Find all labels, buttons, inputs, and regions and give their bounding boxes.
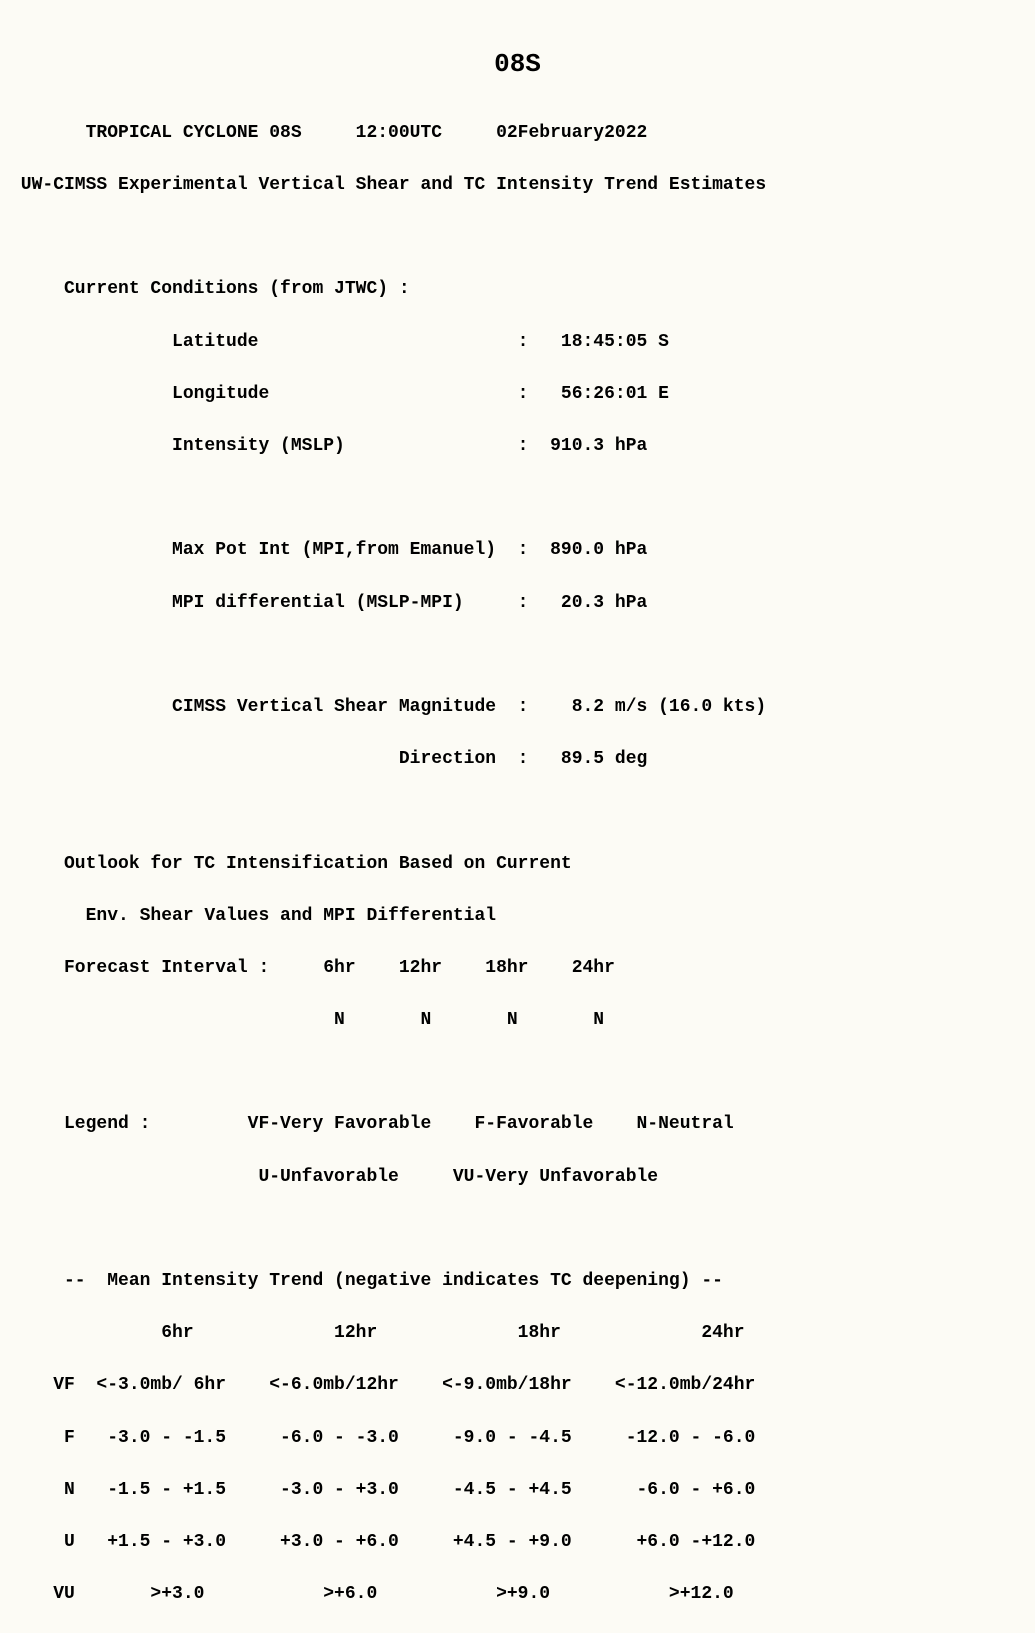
forecast-interval-values: N N N N [10, 1007, 1025, 1033]
current-heading: Current Conditions (from JTWC) : [10, 276, 1025, 302]
header-line: TROPICAL CYCLONE 08S 12:00UTC 02February… [10, 120, 1025, 146]
blank-line [10, 485, 1025, 511]
current-longitude: Longitude : 56:26:01 E [10, 381, 1025, 407]
legend-line1: Legend : VF-Very Favorable F-Favorable N… [10, 1111, 1025, 1137]
current-mpi-diff: MPI differential (MSLP-MPI) : 20.3 hPa [10, 590, 1025, 616]
blank-line [10, 1059, 1025, 1085]
outlook-line1: Outlook for TC Intensification Based on … [10, 851, 1025, 877]
current-shear-magnitude: CIMSS Vertical Shear Magnitude : 8.2 m/s… [10, 694, 1025, 720]
current-shear-direction: Direction : 89.5 deg [10, 746, 1025, 772]
trend-heading: -- Mean Intensity Trend (negative indica… [10, 1268, 1025, 1294]
trend-column-header: 6hr 12hr 18hr 24hr [10, 1320, 1025, 1346]
current-mpi: Max Pot Int (MPI,from Emanuel) : 890.0 h… [10, 537, 1025, 563]
current-mslp: Intensity (MSLP) : 910.3 hPa [10, 433, 1025, 459]
current-latitude: Latitude : 18:45:05 S [10, 329, 1025, 355]
header-subtitle: UW-CIMSS Experimental Vertical Shear and… [10, 172, 1025, 198]
legend-line2: U-Unfavorable VU-Very Unfavorable [10, 1164, 1025, 1190]
trend-row-u: U +1.5 - +3.0 +3.0 - +6.0 +4.5 - +9.0 +6… [10, 1529, 1025, 1555]
storm-id-title: 08S [10, 46, 1025, 84]
blank-line [10, 1216, 1025, 1242]
report-page: 08S TROPICAL CYCLONE 08S 12:00UTC 02Febr… [0, 0, 1035, 1633]
outlook-line2: Env. Shear Values and MPI Differential [10, 903, 1025, 929]
trend-row-vu: VU >+3.0 >+6.0 >+9.0 >+12.0 [10, 1581, 1025, 1607]
blank-line [10, 642, 1025, 668]
forecast-interval-header: Forecast Interval : 6hr 12hr 18hr 24hr [10, 955, 1025, 981]
trend-row-n: N -1.5 - +1.5 -3.0 - +3.0 -4.5 - +4.5 -6… [10, 1477, 1025, 1503]
trend-row-vf: VF <-3.0mb/ 6hr <-6.0mb/12hr <-9.0mb/18h… [10, 1372, 1025, 1398]
trend-row-f: F -3.0 - -1.5 -6.0 - -3.0 -9.0 - -4.5 -1… [10, 1425, 1025, 1451]
blank-line [10, 798, 1025, 824]
blank-line [10, 224, 1025, 250]
